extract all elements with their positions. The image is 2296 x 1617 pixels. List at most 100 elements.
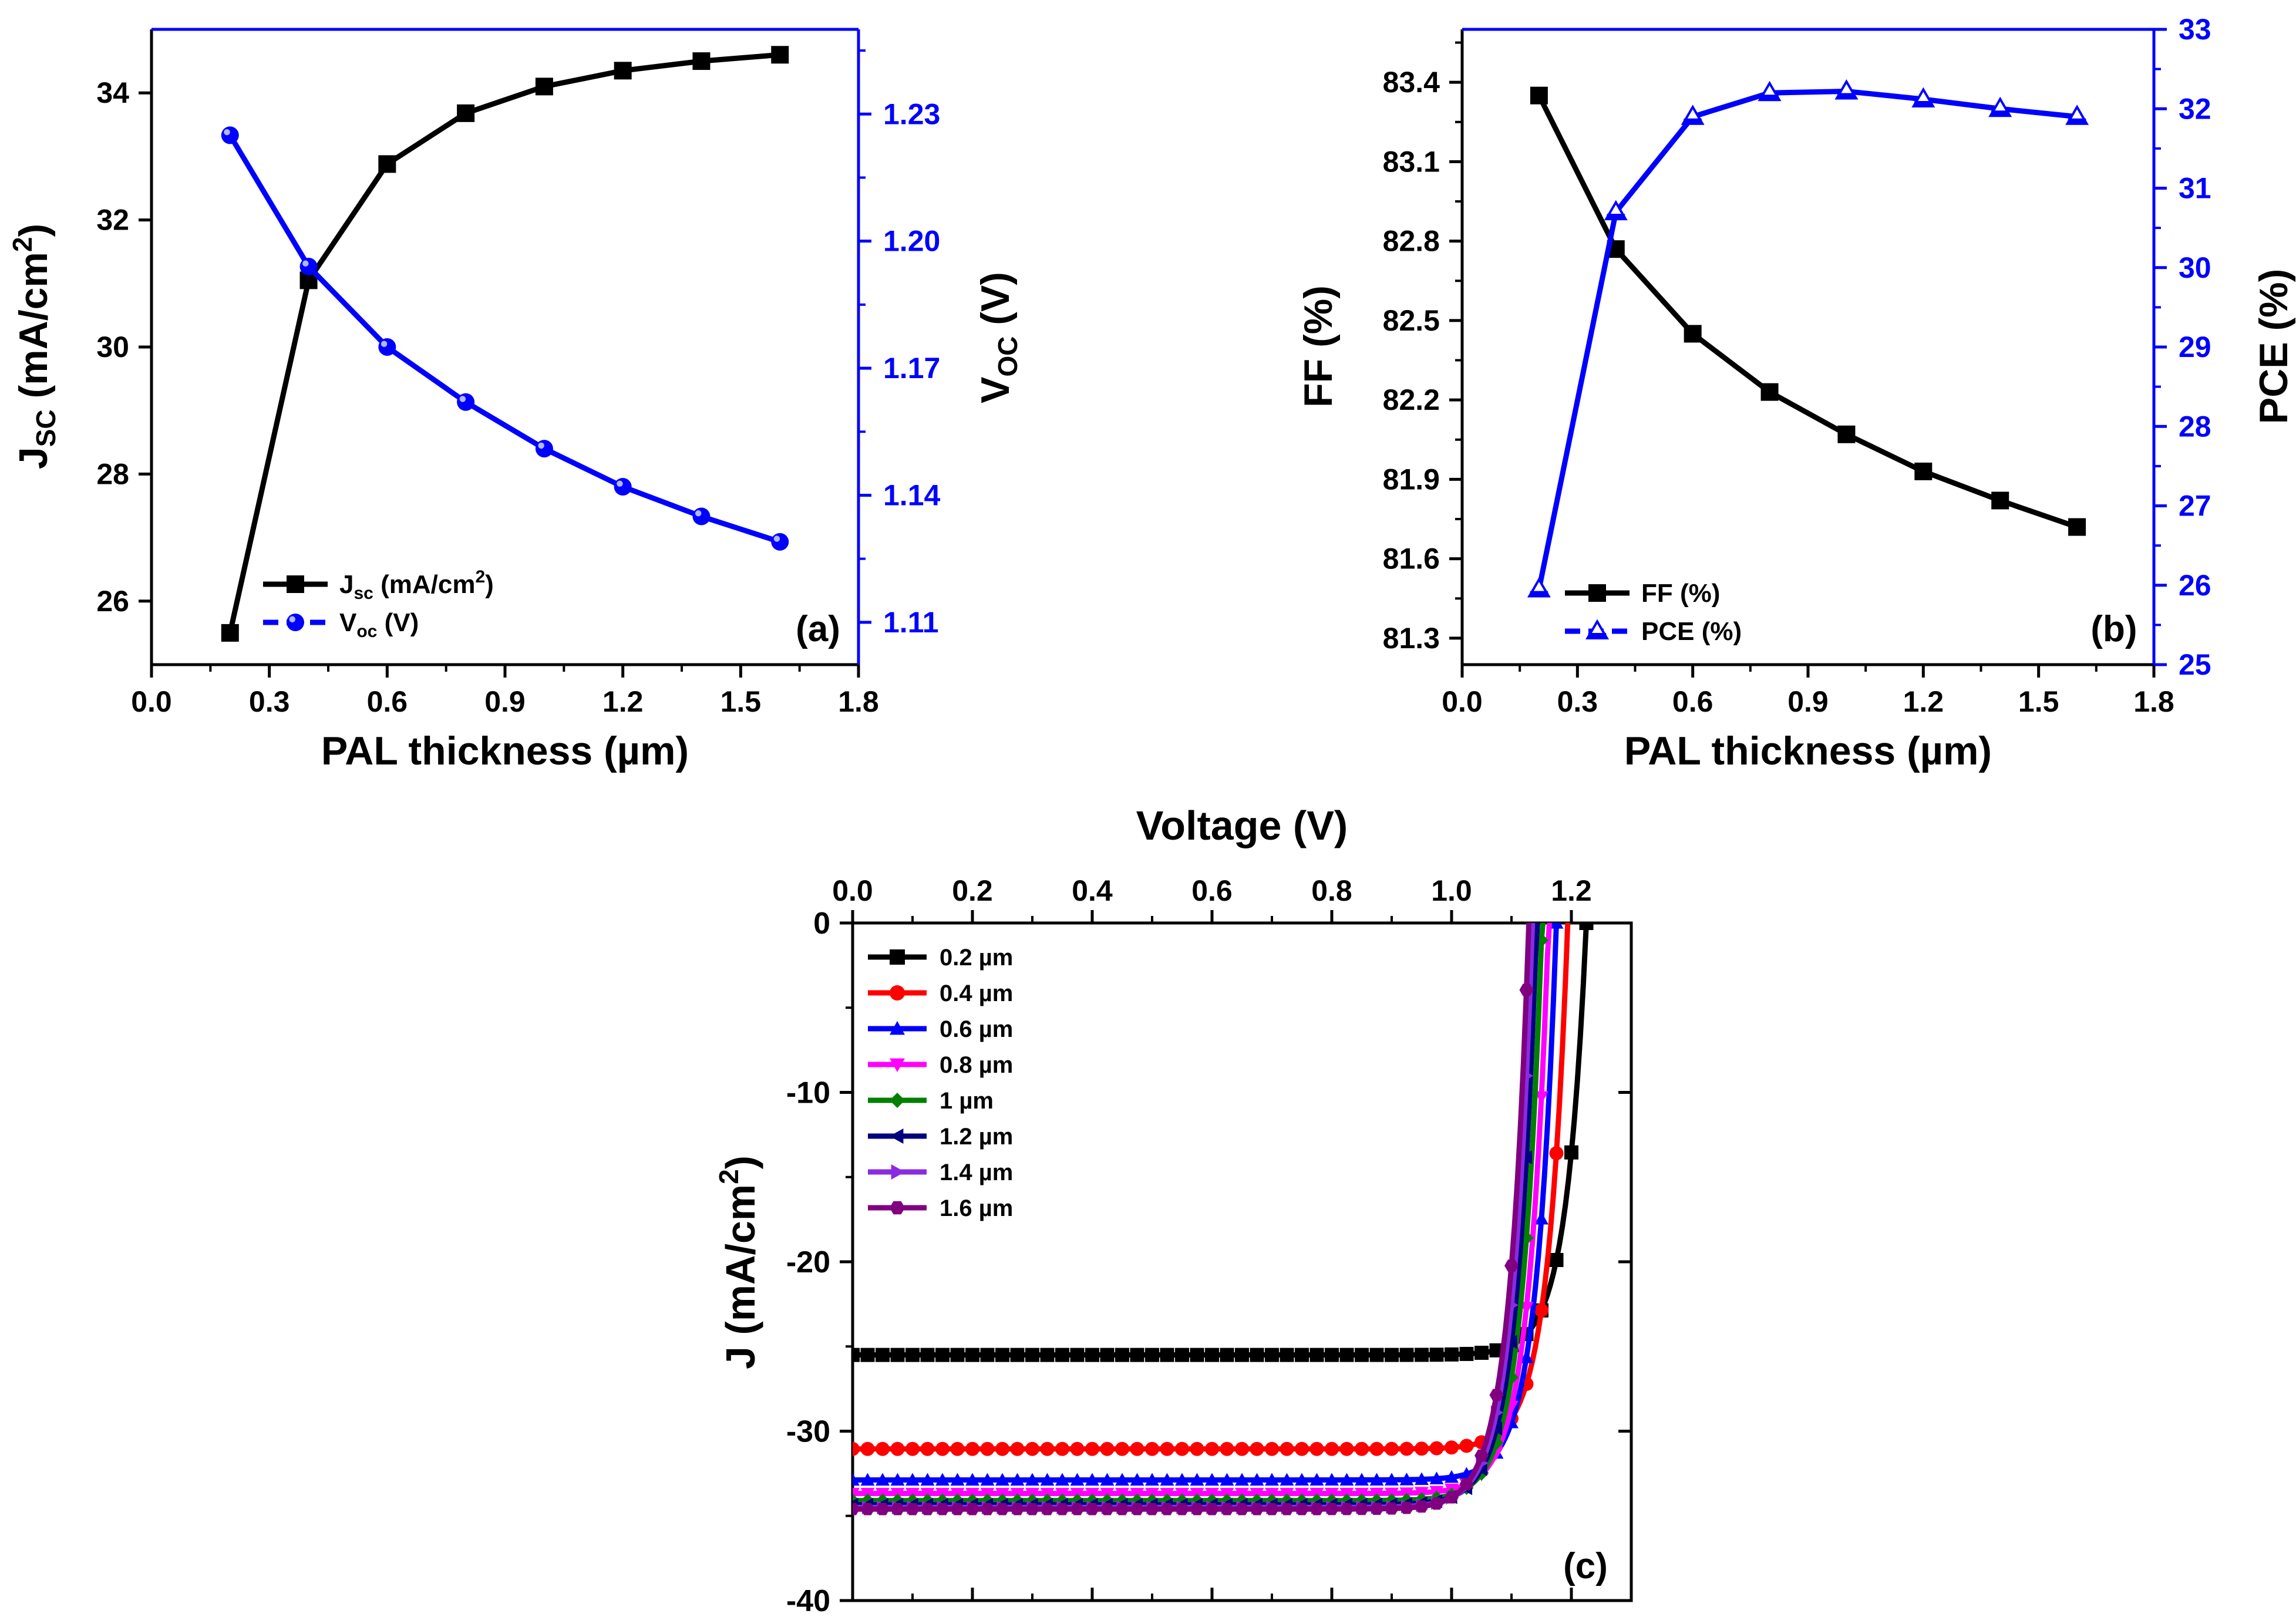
y-axis-title-sub: SC: [31, 409, 61, 447]
data-point-highlight: [538, 442, 544, 449]
data-point: [2065, 105, 2089, 125]
data-point: [1235, 1473, 1249, 1486]
y-axis-title-end: ): [718, 1156, 763, 1169]
legend-marker: [1588, 584, 1606, 602]
data-point: [1160, 1347, 1174, 1362]
data-point: [1190, 1473, 1204, 1486]
data-point: [876, 1503, 890, 1515]
data-point: [1534, 1091, 1548, 1104]
legend-marker: [890, 1093, 905, 1108]
data-point: [1325, 1347, 1339, 1362]
data-point: [980, 1441, 995, 1456]
y-tick-label: 30: [96, 331, 129, 363]
y-axis-title: J (mA/cm2): [713, 1156, 763, 1369]
data-point: [1760, 383, 1779, 401]
series-1: [221, 46, 789, 642]
x-tick-label: 1.8: [838, 685, 879, 718]
data-point: [980, 1503, 995, 1515]
data-point: [614, 478, 632, 496]
data-point: [860, 1347, 875, 1362]
data-point: [1445, 1491, 1459, 1504]
data-point: [221, 624, 239, 642]
data-point: [1205, 1473, 1219, 1486]
y2-tick-label: 1.20: [883, 225, 940, 258]
data-point: [950, 1473, 965, 1486]
data-point: [1527, 577, 1551, 598]
data-point: [1415, 1441, 1429, 1456]
data-point: [1040, 1473, 1055, 1486]
y-tick-label: -10: [786, 1076, 830, 1110]
data-point: [876, 1473, 890, 1486]
data-point: [1040, 1441, 1055, 1456]
y-axis-title-main: J (mA/cm: [718, 1184, 763, 1369]
data-point: [1010, 1503, 1025, 1515]
data-point: [1339, 1473, 1354, 1486]
x-axis-title: PAL thickness (µm): [321, 729, 689, 773]
data-point: [1549, 1252, 1564, 1267]
data-point: [935, 1473, 950, 1486]
data-point: [853, 1503, 860, 1515]
data-point: [1295, 1441, 1309, 1456]
data-point: [1160, 1473, 1174, 1486]
data-point-highlight: [302, 260, 309, 267]
data-point-highlight: [617, 480, 623, 487]
data-point: [771, 533, 789, 551]
data-point: [1220, 1347, 1234, 1362]
x-tick-label: 0.6: [367, 685, 408, 718]
data-point: [1459, 1478, 1474, 1490]
data-point-fill: [1913, 101, 1933, 107]
data-point: [1604, 200, 1628, 221]
data-point: [876, 1347, 890, 1362]
data-point-fill: [1606, 214, 1626, 220]
y-axis-title-rest: (mA/cm: [11, 252, 56, 409]
y-tick-label: 83.4: [1383, 66, 1440, 99]
y2-tick-label: 1.17: [883, 352, 940, 385]
data-point: [950, 1503, 965, 1515]
data-point: [1190, 1441, 1204, 1456]
y-tick-label: 81.6: [1383, 543, 1440, 575]
data-point: [1385, 1502, 1399, 1515]
data-point: [1010, 1473, 1025, 1486]
data-point: [1385, 1441, 1399, 1456]
y-axis-title-sup: 2: [7, 237, 38, 252]
series-line: [227, 134, 781, 545]
data-point: [1429, 1441, 1444, 1456]
x-tick-label: 0.0: [832, 874, 873, 907]
data-point: [1010, 1441, 1025, 1456]
data-point: [1519, 983, 1534, 996]
data-point-body: [299, 257, 318, 275]
panel-b-ff-pce-chart: 0.0 0.3 0.6 0.9 1.2 1.5 1.8 81.3 81.6 81.9 82.2 82.…: [1296, 13, 2296, 773]
data-point: [1115, 1347, 1129, 1362]
data-point: [1415, 1347, 1429, 1362]
legend-label-main: V: [339, 608, 357, 637]
y-axis-title: JSC (mA/cm2): [7, 224, 61, 469]
data-point: [905, 1503, 920, 1515]
y-axis-title: FF (%): [1296, 285, 1341, 407]
data-point: [1145, 1503, 1159, 1515]
data-point: [935, 1441, 950, 1456]
data-point: [1175, 1347, 1189, 1362]
data-point: [1991, 491, 2009, 510]
data-point: [1070, 1441, 1085, 1456]
data-point: [935, 1503, 950, 1515]
data-point: [1309, 1503, 1324, 1515]
data-point: [1145, 1347, 1159, 1362]
legend-marker-body: [287, 614, 304, 631]
y2-tick-label: 29: [2179, 331, 2211, 363]
data-point: [1530, 86, 1548, 105]
data-point: [1205, 1441, 1219, 1456]
y2-tick-label: 25: [2179, 648, 2211, 681]
x-tick-label: 0.2: [952, 874, 993, 907]
legend-marker-highlight: [289, 616, 295, 622]
x-tick-label: 0.0: [131, 685, 172, 718]
y2-axis-title-rest: (V): [973, 272, 1018, 336]
data-point: [1100, 1441, 1115, 1456]
data-point: [1175, 1503, 1189, 1515]
legend-marker: [890, 985, 905, 1000]
data-point: [860, 1441, 875, 1456]
data-point: [980, 1473, 995, 1486]
data-point: [378, 155, 396, 173]
data-point: [1100, 1503, 1115, 1515]
legend-label-end: ): [485, 570, 494, 599]
data-point: [905, 1441, 920, 1456]
